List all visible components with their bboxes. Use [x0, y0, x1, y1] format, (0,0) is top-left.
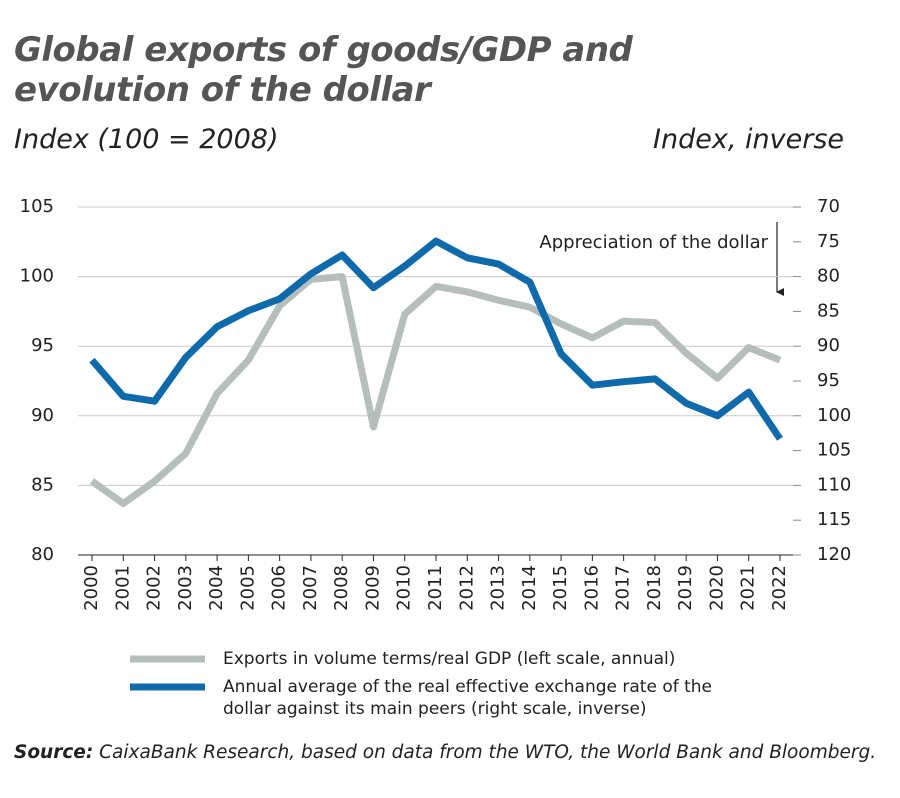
y-axis-label: Index (100 = 2008) [14, 124, 279, 155]
x-tick-label: 2005 [237, 565, 258, 611]
x-tick-label: 2001 [112, 565, 133, 611]
legend-item: Annual average of the real effective exc… [128, 676, 713, 720]
x-tick-label: 2019 [675, 565, 696, 611]
y2-tick-label: 105 [817, 440, 851, 461]
x-tick-label: 2010 [394, 565, 415, 611]
annotation: Appreciation of the dollar [539, 232, 768, 253]
source-text: CaixaBank Research, based on data from t… [99, 742, 877, 763]
source: Source: CaixaBank Research, based on dat… [14, 742, 876, 763]
legend-label: Annual average of the real effective exc… [223, 677, 713, 719]
x-tick-label: 2020 [706, 565, 727, 611]
chart-title: Global exports of goods/GDP and evolutio… [14, 30, 633, 110]
x-tick-label: 2011 [425, 565, 446, 611]
x-tick-label: 2021 [738, 565, 759, 611]
y2-tick-label: 115 [817, 509, 851, 530]
series-line [89, 273, 782, 507]
x-tick-label: 2017 [613, 565, 634, 611]
y2-tick-label: 75 [817, 231, 840, 252]
x-tick-label: 2013 [488, 565, 509, 611]
y-tick-label: 95 [31, 335, 54, 356]
y2-tick-label: 120 [817, 544, 851, 565]
x-tick-label: 2008 [331, 565, 352, 611]
legend-label: Exports in volume terms/real GDP (left s… [223, 649, 676, 669]
x-tick-label: 2000 [81, 565, 102, 611]
y-tick-label: 80 [31, 544, 54, 565]
x-tick-label: 2002 [144, 565, 165, 611]
y2-tick-label: 85 [817, 300, 840, 321]
y-tick-label: 90 [31, 405, 54, 426]
x-tick-label: 2018 [644, 565, 665, 611]
y-tick-label: 100 [20, 266, 54, 287]
y2-axis-label: Index, inverse [653, 124, 844, 155]
y2-tick-label: 80 [817, 266, 840, 287]
y-tick-label: 85 [31, 474, 54, 495]
x-tick-label: 2007 [300, 565, 321, 611]
x-tick-label: 2006 [269, 565, 290, 611]
x-tick-label: 2012 [456, 565, 477, 611]
x-tick-label: 2016 [581, 565, 602, 611]
y2-tick-label: 70 [817, 196, 840, 217]
x-tick-label: 2014 [519, 565, 540, 611]
legend-swatch [130, 683, 205, 691]
legend-swatch [130, 655, 205, 663]
y2-tick-label: 95 [817, 370, 840, 391]
x-tick-label: 2004 [206, 565, 227, 611]
y2-tick-label: 110 [817, 474, 851, 495]
source-label: Source: [14, 742, 94, 763]
series-line [89, 237, 783, 441]
y2-tick-label: 90 [817, 335, 840, 356]
x-tick-label: 2003 [175, 565, 196, 611]
y2-tick-label: 100 [817, 405, 851, 426]
chart: Appreciation of the dollar 80 85 90 95 100 10… [20, 196, 852, 611]
x-tick-label: 2015 [550, 565, 571, 611]
x-tick-label: 2009 [362, 565, 383, 611]
y-tick-label: 105 [20, 196, 54, 217]
legend: Exports in volume terms/real GDP (left s… [128, 648, 713, 726]
legend-item: Exports in volume terms/real GDP (left s… [128, 648, 713, 670]
x-tick-label: 2022 [769, 565, 790, 611]
